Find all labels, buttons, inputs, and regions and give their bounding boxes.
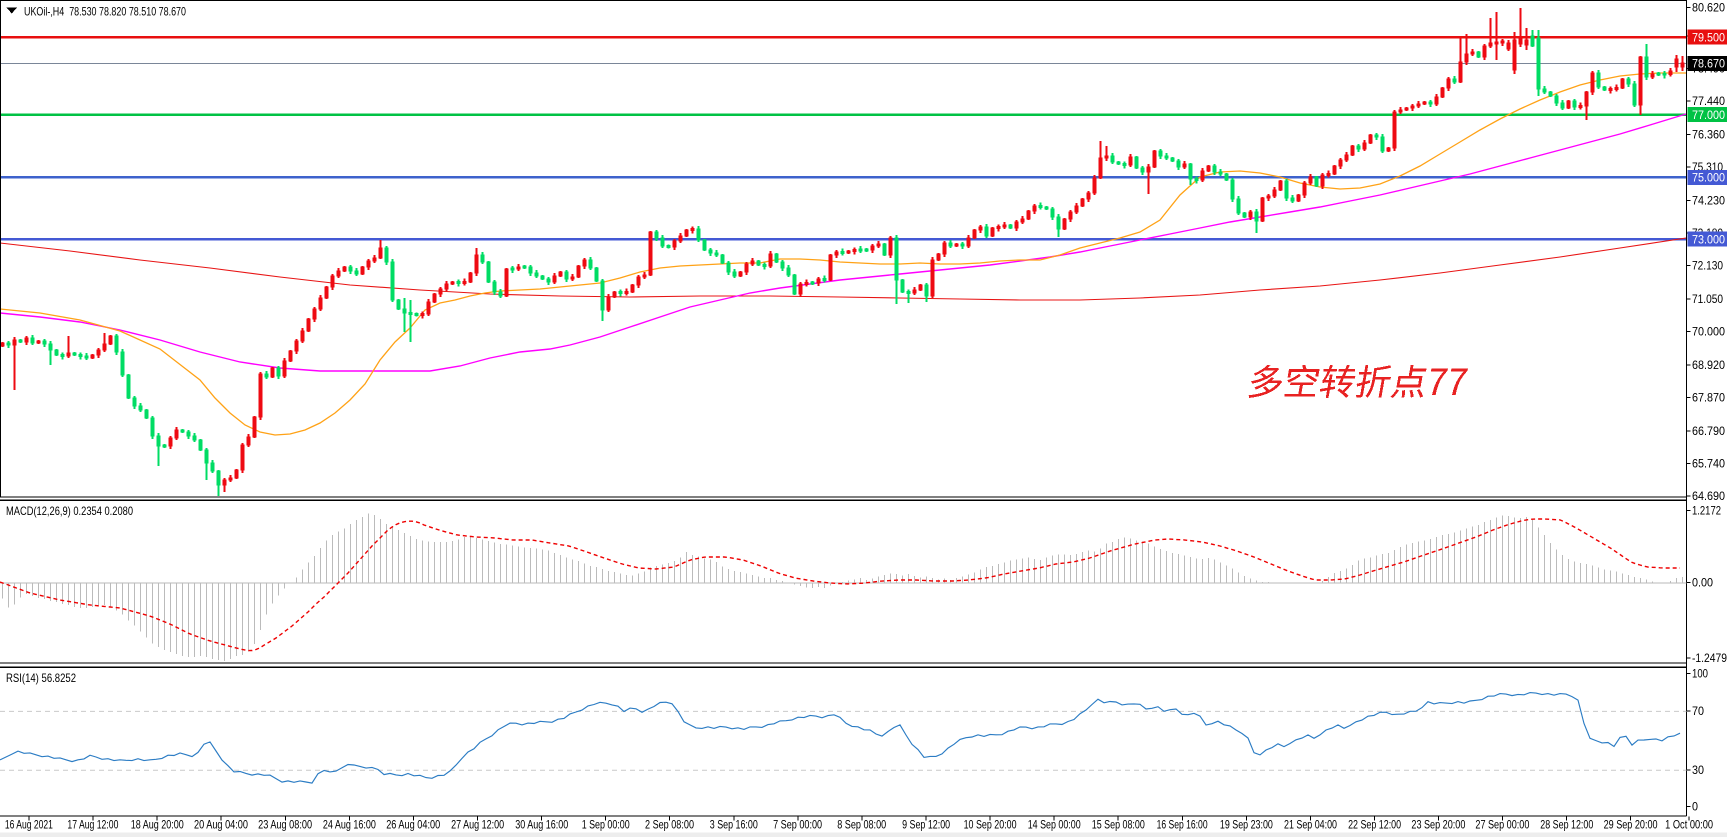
- svg-text:68.920: 68.920: [1692, 358, 1725, 372]
- svg-text:10 Sep 20:00: 10 Sep 20:00: [964, 818, 1017, 832]
- svg-text:1.2172: 1.2172: [1692, 504, 1721, 518]
- svg-text:22 Sep 12:00: 22 Sep 12:00: [1348, 818, 1401, 832]
- svg-text:77.000: 77.000: [1692, 108, 1725, 122]
- svg-text:UKOil-,H4 78.530 78.820 78.51: UKOil-,H4 78.530 78.820 78.510 78.670: [24, 5, 186, 19]
- svg-text:20 Aug 04:00: 20 Aug 04:00: [194, 818, 248, 832]
- svg-text:0.00: 0.00: [1692, 576, 1713, 590]
- svg-text:8 Sep 08:00: 8 Sep 08:00: [837, 818, 886, 832]
- svg-text:29 Sep 20:00: 29 Sep 20:00: [1604, 818, 1658, 832]
- svg-text:15 Sep 08:00: 15 Sep 08:00: [1092, 818, 1145, 832]
- svg-text:24 Aug 16:00: 24 Aug 16:00: [323, 818, 376, 832]
- svg-text:76.360: 76.360: [1692, 128, 1725, 142]
- svg-text:70.000: 70.000: [1692, 325, 1725, 339]
- svg-text:74.230: 74.230: [1692, 194, 1725, 208]
- svg-text:7 Sep 00:00: 7 Sep 00:00: [773, 818, 822, 832]
- svg-text:-1.2479: -1.2479: [1692, 651, 1727, 665]
- svg-text:77.440: 77.440: [1692, 94, 1725, 108]
- svg-text:1 Oct 00:00: 1 Oct 00:00: [1665, 818, 1713, 832]
- svg-text:67.870: 67.870: [1692, 391, 1725, 405]
- svg-text:30: 30: [1692, 763, 1704, 777]
- svg-text:78.670: 78.670: [1692, 57, 1725, 71]
- svg-text:70: 70: [1692, 704, 1704, 718]
- svg-text:3 Sep 16:00: 3 Sep 16:00: [710, 818, 758, 832]
- svg-text:MACD(12,26,9) 0.2354 0.2080: MACD(12,26,9) 0.2354 0.2080: [6, 504, 133, 518]
- svg-text:17 Aug 12:00: 17 Aug 12:00: [67, 818, 118, 832]
- svg-text:RSI(14) 56.8252: RSI(14) 56.8252: [6, 671, 76, 685]
- svg-text:27 Sep 00:00: 27 Sep 00:00: [1475, 818, 1529, 832]
- svg-text:9 Sep 12:00: 9 Sep 12:00: [902, 818, 950, 832]
- svg-text:73.000: 73.000: [1692, 232, 1725, 246]
- svg-text:66.790: 66.790: [1692, 424, 1725, 438]
- svg-text:21 Sep 04:00: 21 Sep 04:00: [1284, 818, 1337, 832]
- svg-text:16 Sep 16:00: 16 Sep 16:00: [1157, 818, 1208, 832]
- svg-text:79.500: 79.500: [1692, 30, 1725, 44]
- svg-text:80.620: 80.620: [1692, 1, 1725, 15]
- svg-text:28 Sep 12:00: 28 Sep 12:00: [1540, 818, 1593, 832]
- svg-text:18 Aug 20:00: 18 Aug 20:00: [131, 818, 184, 832]
- svg-text:71.050: 71.050: [1692, 292, 1723, 306]
- svg-text:100: 100: [1692, 667, 1708, 681]
- svg-text:64.690: 64.690: [1692, 489, 1725, 503]
- svg-text:16 Aug 2021: 16 Aug 2021: [5, 818, 53, 832]
- svg-text:2 Sep 08:00: 2 Sep 08:00: [645, 818, 694, 832]
- svg-text:23 Sep 20:00: 23 Sep 20:00: [1411, 818, 1465, 832]
- svg-text:75.000: 75.000: [1692, 171, 1725, 185]
- svg-text:65.740: 65.740: [1692, 457, 1725, 471]
- svg-text:30 Aug 16:00: 30 Aug 16:00: [515, 818, 568, 832]
- svg-text:23 Aug 08:00: 23 Aug 08:00: [258, 818, 312, 832]
- svg-text:19 Sep 23:00: 19 Sep 23:00: [1220, 818, 1273, 832]
- svg-text:0: 0: [1692, 800, 1698, 814]
- svg-text:1 Sep 00:00: 1 Sep 00:00: [582, 818, 630, 832]
- svg-text:27 Aug 12:00: 27 Aug 12:00: [451, 818, 504, 832]
- svg-text:72.130: 72.130: [1692, 259, 1723, 273]
- svg-text:14 Sep 00:00: 14 Sep 00:00: [1028, 818, 1081, 832]
- svg-text:26 Aug 04:00: 26 Aug 04:00: [386, 818, 440, 832]
